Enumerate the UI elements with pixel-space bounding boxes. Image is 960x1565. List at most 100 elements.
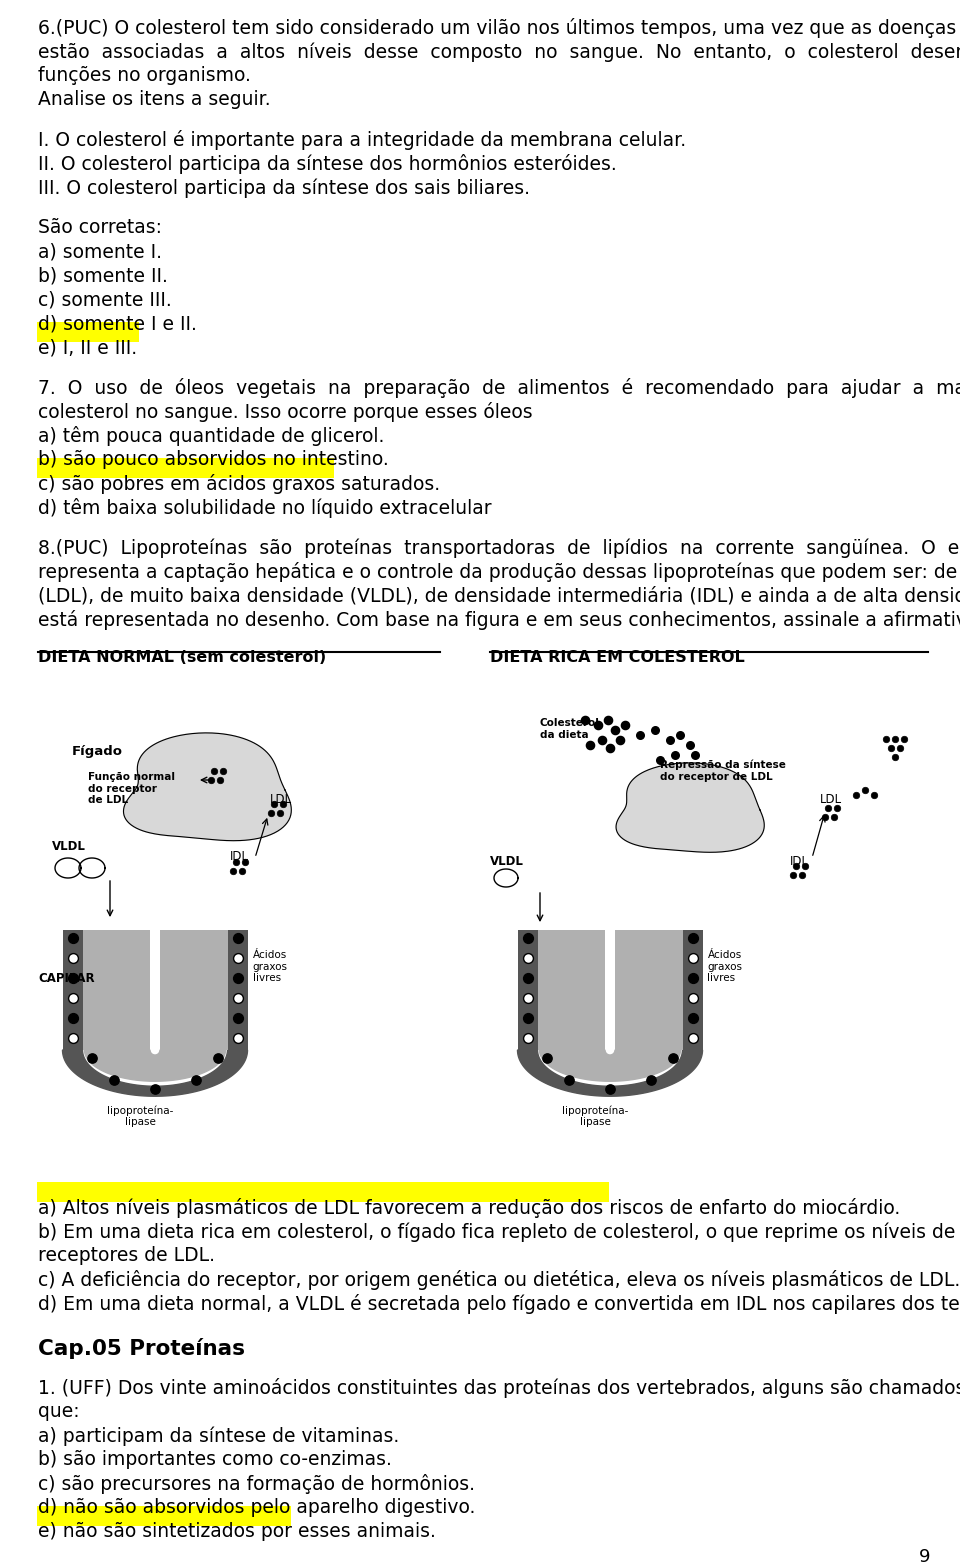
Point	[617, 712, 633, 737]
FancyBboxPatch shape	[538, 930, 605, 1050]
Text: CAPILAR: CAPILAR	[38, 972, 95, 984]
Point	[684, 1005, 700, 1030]
Point	[204, 767, 219, 792]
Text: c) são pobres em ácidos graxos saturados.: c) são pobres em ácidos graxos saturados…	[38, 474, 440, 495]
Point	[237, 848, 252, 873]
FancyBboxPatch shape	[160, 930, 228, 1050]
Point	[683, 732, 698, 757]
FancyBboxPatch shape	[37, 459, 334, 477]
Text: d) não são absorvidos pelo aparelho digestivo.: d) não são absorvidos pelo aparelho dige…	[38, 1498, 475, 1516]
Text: d) Em uma dieta normal, a VLDL é secretada pelo fígado e convertida em IDL nos c: d) Em uma dieta normal, a VLDL é secreta…	[38, 1294, 960, 1315]
Text: IDL: IDL	[230, 850, 249, 862]
Text: 6.(PUC) O colesterol tem sido considerado um vilão nos últimos tempos, uma vez q: 6.(PUC) O colesterol tem sido considerad…	[38, 19, 960, 38]
Text: c) A deficiência do receptor, por origem genética ou dietética, eleva os níveis : c) A deficiência do receptor, por origem…	[38, 1271, 960, 1290]
Point	[225, 858, 240, 883]
Point	[590, 712, 606, 737]
Point	[857, 778, 873, 803]
Point	[577, 707, 592, 732]
Point	[212, 767, 228, 792]
Text: b) são pouco absorvidos no intestino.: b) são pouco absorvidos no intestino.	[38, 451, 389, 470]
Text: Fígado: Fígado	[72, 745, 123, 757]
Text: b) somente II.: b) somente II.	[38, 266, 168, 285]
Text: a) participam da síntese de vitaminas.: a) participam da síntese de vitaminas.	[38, 1426, 399, 1446]
Point	[684, 945, 700, 970]
Text: b) Em uma dieta rica em colesterol, o fígado fica repleto de colesterol, o que r: b) Em uma dieta rica em colesterol, o fí…	[38, 1222, 960, 1241]
Point	[263, 800, 278, 825]
Text: São corretas:: São corretas:	[38, 218, 162, 236]
Point	[84, 1045, 100, 1070]
Point	[897, 726, 912, 751]
Point	[275, 790, 290, 815]
Text: II. O colesterol participa da síntese dos hormônios esteróides.: II. O colesterol participa da síntese do…	[38, 153, 616, 174]
Point	[519, 986, 535, 1011]
Point	[612, 728, 628, 753]
Text: c) são precursores na formação de hormônios.: c) são precursores na formação de hormôn…	[38, 1474, 475, 1495]
Point	[785, 862, 801, 887]
Text: está representada no desenho. Com base na figura e em seus conhecimentos, assina: está representada no desenho. Com base n…	[38, 610, 960, 631]
Point	[594, 728, 610, 753]
FancyBboxPatch shape	[62, 930, 83, 1050]
Point	[665, 1045, 681, 1070]
Text: DIETA NORMAL (sem colesterol): DIETA NORMAL (sem colesterol)	[38, 649, 326, 665]
FancyBboxPatch shape	[615, 930, 683, 1050]
Text: representa a captação hepática e o controle da produção dessas lipoproteínas que: representa a captação hepática e o contr…	[38, 562, 960, 582]
Point	[684, 1025, 700, 1050]
FancyBboxPatch shape	[83, 930, 150, 1050]
Point	[188, 1067, 204, 1092]
Point	[519, 1005, 535, 1030]
Point	[65, 986, 81, 1011]
Text: LDL: LDL	[270, 793, 292, 806]
Point	[65, 945, 81, 970]
Point	[272, 800, 287, 825]
Text: receptores de LDL.: receptores de LDL.	[38, 1246, 215, 1265]
Point	[797, 853, 812, 878]
Point	[849, 782, 864, 808]
Point	[817, 804, 832, 829]
Point	[684, 966, 700, 991]
Point	[827, 804, 842, 829]
Point	[519, 1025, 535, 1050]
Text: DIETA RICA EM COLESTEROL: DIETA RICA EM COLESTEROL	[490, 649, 745, 665]
Point	[600, 707, 615, 732]
Text: VLDL: VLDL	[490, 854, 524, 869]
Point	[229, 986, 245, 1011]
Point	[229, 1025, 245, 1050]
Point	[65, 966, 81, 991]
Text: colesterol no sangue. Isso ocorre porque esses óleos: colesterol no sangue. Isso ocorre porque…	[38, 402, 533, 423]
Polygon shape	[55, 858, 81, 878]
Point	[210, 1045, 226, 1070]
Point	[583, 732, 598, 757]
Polygon shape	[79, 858, 105, 878]
Point	[147, 1077, 162, 1102]
Point	[519, 945, 535, 970]
Point	[602, 1077, 617, 1102]
Point	[562, 1067, 577, 1092]
FancyBboxPatch shape	[37, 322, 139, 343]
Point	[608, 717, 623, 742]
Point	[229, 1005, 245, 1030]
Polygon shape	[494, 869, 518, 887]
Point	[602, 736, 617, 761]
Text: que:: que:	[38, 1402, 80, 1421]
Polygon shape	[84, 1050, 226, 1081]
Point	[883, 736, 899, 761]
Point	[687, 742, 703, 767]
Text: estão  associadas  a  altos  níveis  desse  composto  no  sangue.  No  entanto, : estão associadas a altos níveis desse co…	[38, 42, 960, 61]
Point	[228, 848, 243, 873]
Point	[65, 1005, 81, 1030]
Text: IDL: IDL	[790, 854, 809, 869]
Text: VLDL: VLDL	[52, 840, 85, 853]
Text: a) somente I.: a) somente I.	[38, 243, 162, 261]
Point	[662, 728, 678, 753]
Text: e) I, II e III.: e) I, II e III.	[38, 338, 137, 357]
Polygon shape	[124, 732, 291, 840]
FancyBboxPatch shape	[517, 930, 538, 1050]
FancyBboxPatch shape	[37, 1506, 291, 1526]
Point	[540, 1045, 555, 1070]
Point	[887, 726, 902, 751]
Point	[828, 795, 844, 820]
Point	[107, 1067, 122, 1092]
Text: 8.(PUC)  Lipoproteínas  são  proteínas  transportadoras  de  lipídios  na  corre: 8.(PUC) Lipoproteínas são proteínas tran…	[38, 538, 960, 557]
FancyBboxPatch shape	[37, 1182, 609, 1202]
Text: funções no organismo.: funções no organismo.	[38, 66, 251, 85]
